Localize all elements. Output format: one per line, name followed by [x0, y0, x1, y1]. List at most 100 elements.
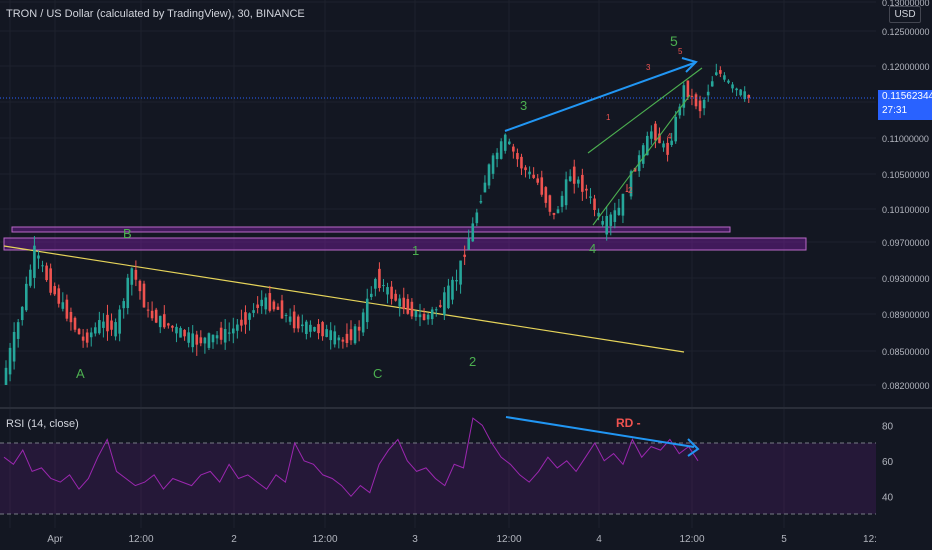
- candle-body: [483, 182, 487, 193]
- candle-body: [670, 140, 673, 145]
- price-axis[interactable]: 0.08200000 0.08500000 0.08900000 0.09300000…: [882, 0, 930, 391]
- rsi-indicator-title[interactable]: RSI (14, close): [6, 418, 79, 430]
- candle-body: [430, 309, 434, 320]
- candle-body: [548, 195, 552, 212]
- candle-body: [690, 95, 694, 97]
- candle-body: [329, 330, 333, 341]
- subwave-label-4: 4: [667, 132, 672, 141]
- candle-body: [231, 328, 235, 334]
- price-tick-label: 0.13000000: [882, 0, 930, 8]
- candle-body: [625, 190, 629, 192]
- candle-body: [581, 174, 584, 192]
- price-tick-label: 0.12500000: [882, 27, 930, 37]
- rsi-tick-label: 60: [882, 457, 894, 468]
- last-price-value: 0.11562344: [882, 91, 932, 102]
- candle-body: [694, 94, 698, 107]
- candle-body: [520, 156, 523, 169]
- candle-body: [650, 131, 653, 139]
- candle-body: [386, 287, 389, 295]
- candle-body: [447, 285, 450, 309]
- channel-lower-line[interactable]: [592, 94, 691, 226]
- candle-body: [609, 214, 613, 226]
- support-zone-lower[interactable]: [3, 237, 807, 251]
- candle-body: [53, 286, 57, 295]
- last-price-badge: 0.11562344 27:31: [878, 90, 932, 120]
- candle-body: [601, 221, 604, 225]
- price-tick-label: 0.09700000: [882, 238, 930, 248]
- candle-body: [41, 265, 44, 267]
- candle-body: [528, 171, 531, 175]
- rsi-axis[interactable]: 40 60 80: [882, 421, 894, 503]
- candle-body: [211, 334, 215, 343]
- candle-body: [126, 277, 130, 309]
- candle-body: [426, 314, 430, 320]
- candle-body: [568, 176, 572, 182]
- candle-body: [353, 326, 357, 344]
- candle-body: [589, 196, 592, 198]
- wave-label-2: 2: [469, 354, 476, 369]
- channel-upper-line[interactable]: [587, 67, 703, 154]
- time-tick-label: 12:00: [128, 534, 153, 545]
- candle-body: [674, 116, 678, 142]
- candle-body: [438, 305, 442, 307]
- candle-body: [349, 329, 353, 341]
- candle-body: [37, 255, 40, 259]
- rsi-tick-label: 40: [882, 492, 894, 503]
- candle-body: [471, 223, 475, 242]
- candle-body: [597, 212, 600, 217]
- candle-body: [227, 332, 231, 334]
- price-tick-label: 0.10500000: [882, 170, 930, 180]
- candle-body: [394, 293, 397, 301]
- candle-body: [16, 322, 20, 339]
- rsi-line[interactable]: [3, 417, 699, 498]
- descending-trendline[interactable]: [3, 245, 685, 353]
- candle-body: [296, 316, 300, 329]
- candle-body: [455, 280, 458, 282]
- candle-body: [268, 293, 272, 311]
- currency-badge[interactable]: USD: [889, 6, 921, 23]
- candle-body: [93, 327, 97, 334]
- time-tick-label: 4: [596, 534, 602, 545]
- candle-body: [4, 367, 8, 385]
- time-tick-label: 3: [412, 534, 418, 545]
- candle-body: [633, 167, 637, 172]
- candle-body: [215, 335, 219, 339]
- candle-body: [536, 178, 540, 183]
- candle-body: [236, 324, 239, 331]
- candle-body: [252, 310, 255, 313]
- price-tick-label: 0.10100000: [882, 205, 930, 215]
- candle-body: [414, 310, 418, 317]
- candle-body: [300, 324, 304, 327]
- candle-body: [727, 80, 730, 83]
- candle-body: [698, 100, 702, 112]
- candle-body: [434, 309, 438, 311]
- candle-body: [361, 312, 365, 333]
- candle-body: [122, 301, 126, 309]
- candle-body: [29, 269, 32, 286]
- candle-body: [248, 313, 251, 320]
- time-axis[interactable]: Apr 12:00 2 12:00 3 12:00 4 12:00 5 12:: [47, 534, 877, 545]
- support-zone-upper[interactable]: [11, 226, 731, 233]
- rsi-band-fill: [0, 443, 876, 514]
- time-tick-label: 12:00: [679, 534, 704, 545]
- wave-label-5: 5: [670, 33, 678, 49]
- price-tick-label: 0.08200000: [882, 381, 930, 391]
- candle-body: [390, 286, 393, 299]
- candle-body: [719, 70, 722, 74]
- candle-body: [613, 210, 617, 222]
- candle-body: [512, 146, 515, 152]
- candle-body: [134, 269, 138, 280]
- candle-body: [8, 347, 12, 375]
- candle-body: [57, 288, 61, 304]
- candle-body: [77, 328, 81, 335]
- wave-label-b: B: [123, 226, 132, 241]
- candle-body: [617, 207, 621, 216]
- candle-body: [337, 337, 341, 341]
- candle-body: [544, 187, 548, 203]
- symbol-title[interactable]: TRON / US Dollar (calculated by TradingV…: [6, 8, 305, 20]
- impulse-arrow[interactable]: [504, 62, 695, 132]
- rsi-divergence-arrow[interactable]: [505, 416, 695, 448]
- candle-body: [150, 310, 154, 319]
- candle-body: [678, 106, 682, 116]
